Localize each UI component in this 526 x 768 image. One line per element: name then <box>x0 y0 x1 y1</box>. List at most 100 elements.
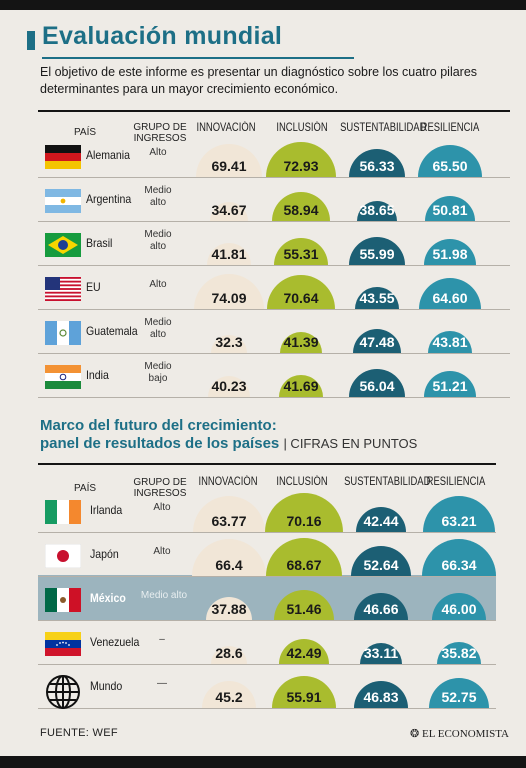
row-divider <box>38 620 496 621</box>
innovacion-value: 40.23 <box>194 378 264 394</box>
row-divider <box>38 532 496 533</box>
innovacion-value: 45.2 <box>194 689 264 705</box>
inclusion-value: 41.69 <box>266 378 336 394</box>
inclusion-value: 68.67 <box>269 557 339 573</box>
source-note: FUENTE: WEF <box>40 727 118 739</box>
header-resilience: RESILIENCIA <box>420 122 479 134</box>
income-group: — <box>140 678 184 690</box>
innovacion-value: 37.88 <box>194 601 264 617</box>
sustentabilidad-value: 52.64 <box>346 557 416 573</box>
sustentabilidad-value: 46.83 <box>346 689 416 705</box>
ireland-flag <box>45 500 81 524</box>
innovacion-value: 32.3 <box>194 334 264 350</box>
innovacion-value: 74.09 <box>194 290 264 306</box>
intro-text: El objetivo de este informe es presentar… <box>40 64 480 98</box>
resiliencia-value: 46.00 <box>424 601 494 617</box>
sustentabilidad-value: 46.66 <box>346 601 416 617</box>
country-name: Mundo <box>90 679 122 693</box>
row-divider <box>38 265 510 266</box>
inclusion-value: 55.31 <box>266 246 336 262</box>
row-divider <box>38 576 496 577</box>
inclusion-value: 42.49 <box>269 645 339 661</box>
resiliencia-value: 66.34 <box>424 557 494 573</box>
row-divider <box>38 664 496 665</box>
inclusion-value: 70.64 <box>266 290 336 306</box>
header-resilience: RESILIENCIA <box>426 476 485 488</box>
innovacion-value: 63.77 <box>194 513 264 529</box>
income-group: Medio alto <box>136 229 180 253</box>
resiliencia-value: 50.81 <box>415 202 485 218</box>
inclusion-value: 51.46 <box>269 601 339 617</box>
header-innovation: INNOVACIÓN <box>196 122 255 134</box>
header-income-group: GRUPO DE INGRESOS <box>132 477 188 499</box>
mexico-flag <box>45 588 81 612</box>
header-country: PAÍS <box>60 127 110 138</box>
innovacion-value: 69.41 <box>194 158 264 174</box>
income-group: Medio alto <box>136 185 180 209</box>
brazil-flag <box>45 233 81 257</box>
page-title: Evaluación mundial <box>42 22 282 51</box>
resiliencia-value: 63.21 <box>424 513 494 529</box>
innovacion-value: 28.6 <box>194 645 264 661</box>
country-name: India <box>86 368 109 382</box>
header-income-group: GRUPO DE INGRESOS <box>132 122 188 144</box>
country-name: Japón <box>90 547 119 561</box>
header-sustainability: SUSTENTABILIDAD <box>340 122 414 134</box>
income-group: Alto <box>140 502 184 514</box>
header-innovation: INNOVACIÓN <box>198 476 257 488</box>
brand-logo: ❂ EL ECONOMISTA <box>410 727 509 740</box>
innovacion-value: 41.81 <box>194 246 264 262</box>
country-name: Brasil <box>86 236 112 250</box>
sustentabilidad-value: 33.11 <box>346 645 416 661</box>
row-divider <box>38 221 510 222</box>
income-group: Alto <box>136 279 180 291</box>
country-name: Alemania <box>86 148 130 162</box>
resiliencia-value: 35.82 <box>424 645 494 661</box>
header-country: PAÍS <box>60 483 110 494</box>
argentina-flag <box>45 189 81 213</box>
section-separator <box>38 463 496 465</box>
title-marker <box>27 31 35 50</box>
guatemala-flag <box>45 321 81 345</box>
income-group: Medio alto <box>136 317 180 341</box>
bottom-bar <box>0 756 526 768</box>
inclusion-value: 70.16 <box>269 513 339 529</box>
row-divider <box>38 353 510 354</box>
sustentabilidad-value: 56.04 <box>342 378 412 394</box>
country-name: Argentina <box>86 192 131 206</box>
resiliencia-value: 64.60 <box>415 290 485 306</box>
income-group: Medio bajo <box>136 361 180 385</box>
country-name: Guatemala <box>86 324 138 338</box>
header-inclusion: INCLUSIÓN <box>272 476 331 488</box>
income-group: Alto <box>136 147 180 159</box>
resiliencia-value: 52.75 <box>424 689 494 705</box>
resiliencia-value: 51.98 <box>415 246 485 262</box>
country-name: Venezuela <box>90 635 139 649</box>
row-divider <box>38 397 510 398</box>
income-group: Medio alto <box>134 590 194 602</box>
row-divider <box>38 309 510 310</box>
country-name: EU <box>86 280 101 294</box>
country-name: México <box>90 591 126 605</box>
germany-flag <box>45 145 81 169</box>
inclusion-value: 55.91 <box>269 689 339 705</box>
globe-icon <box>45 674 81 710</box>
innovacion-value: 66.4 <box>194 557 264 573</box>
sustentabilidad-value: 38.65 <box>342 202 412 218</box>
sustentabilidad-value: 56.33 <box>342 158 412 174</box>
sustentabilidad-value: 55.99 <box>342 246 412 262</box>
resiliencia-value: 65.50 <box>415 158 485 174</box>
resiliencia-value: 51.21 <box>415 378 485 394</box>
section-separator <box>38 110 510 112</box>
usa-flag <box>45 277 81 301</box>
income-group: Alto <box>140 546 184 558</box>
resiliencia-value: 43.81 <box>415 334 485 350</box>
india-flag <box>45 365 81 389</box>
row-divider <box>38 708 496 709</box>
sustentabilidad-value: 43.55 <box>342 290 412 306</box>
inclusion-value: 58.94 <box>266 202 336 218</box>
header-inclusion: INCLUSIÓN <box>272 122 331 134</box>
japan-flag <box>45 544 81 568</box>
inclusion-value: 41.39 <box>266 334 336 350</box>
